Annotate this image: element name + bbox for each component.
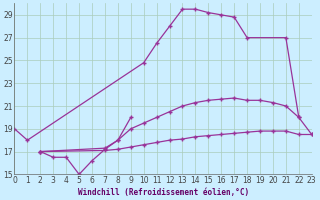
X-axis label: Windchill (Refroidissement éolien,°C): Windchill (Refroidissement éolien,°C): [77, 188, 249, 197]
